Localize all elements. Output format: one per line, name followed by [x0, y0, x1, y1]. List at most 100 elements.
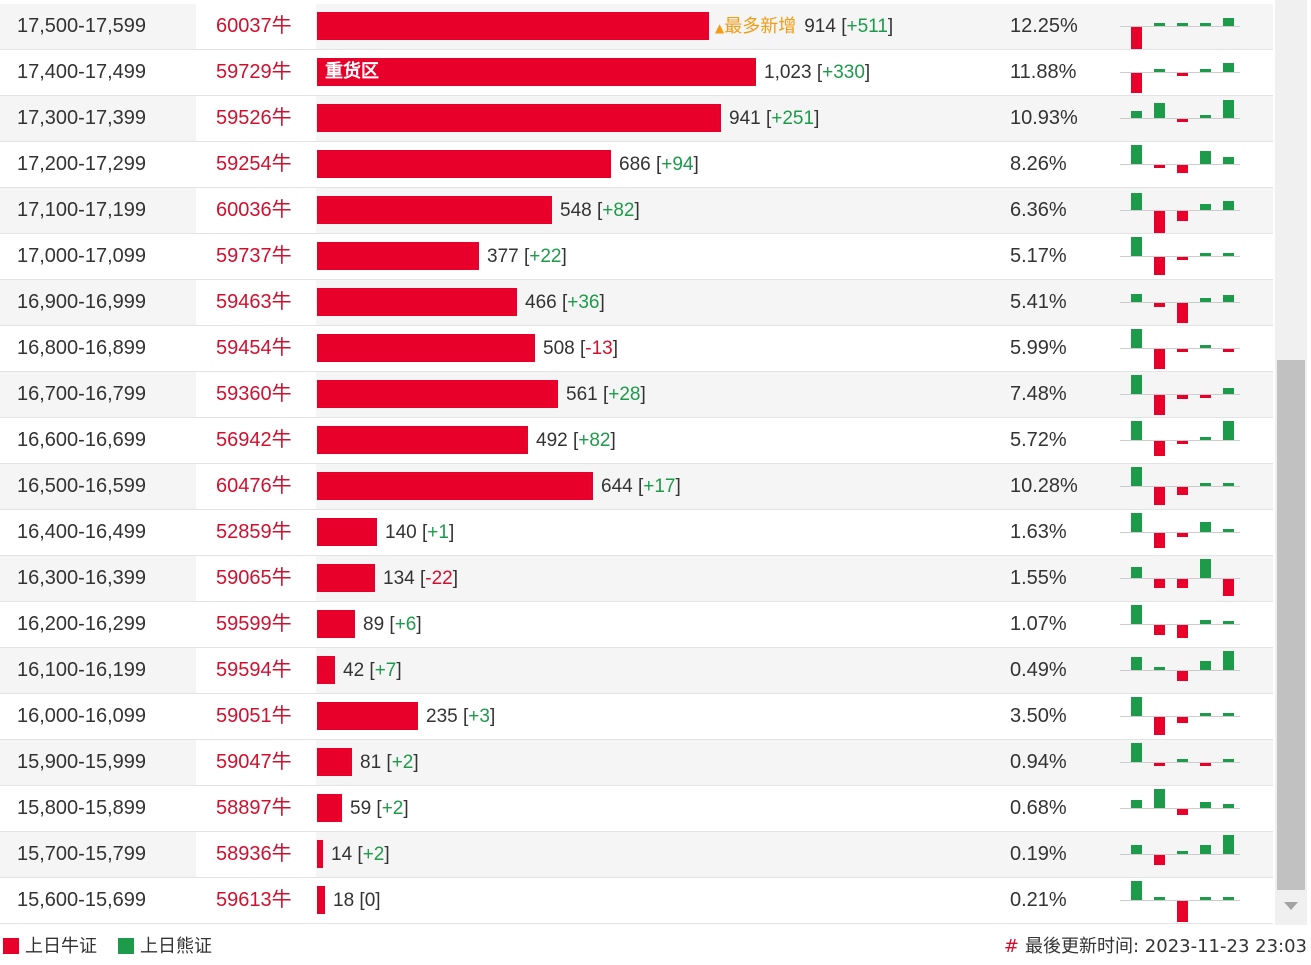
last-updated: # 最後更新时间: 2023-11-23 23:03	[1004, 936, 1307, 958]
count-number: 548 [	[560, 200, 603, 221]
strike-range: 17,400-17,499	[17, 61, 147, 83]
sparkline-bar	[1223, 804, 1234, 808]
code-cell	[196, 878, 316, 923]
percent-value: 5.99%	[1010, 337, 1067, 359]
sparkline-bar	[1131, 237, 1142, 256]
count-value: 42 [+7]	[343, 648, 402, 693]
warrant-code-link[interactable]: 52859牛	[216, 521, 292, 543]
warrant-code-link[interactable]: 59360牛	[216, 383, 292, 405]
count-change: -22	[425, 568, 453, 589]
footer: 上日牛证 上日熊证 # 最後更新时间: 2023-11-23 23:03	[0, 926, 1311, 965]
count-change: 0	[364, 890, 376, 911]
table-row: 16,600-16,699 56942牛 492 [+82] 5.72%	[0, 418, 1273, 464]
sparkline-bar	[1177, 625, 1188, 638]
code-cell	[196, 50, 316, 95]
warrant-code-link[interactable]: 59463牛	[216, 291, 292, 313]
warrant-code-link[interactable]: 59454牛	[216, 337, 292, 359]
sparkline-bar	[1177, 901, 1188, 922]
table-row: 17,400-17,499 59729牛 重货区 1,023 [+330] 11.88%	[0, 50, 1273, 96]
warrant-code-link[interactable]: 56942牛	[216, 429, 292, 451]
count-change: +28	[608, 384, 641, 405]
count-bar	[317, 840, 323, 868]
count-value: 59 [+2]	[350, 786, 409, 831]
count-value: 561 [+28]	[566, 372, 646, 417]
sparkline-bar	[1154, 23, 1165, 26]
warrant-code-link[interactable]: 59254牛	[216, 153, 292, 175]
warrant-code-link[interactable]: 59047牛	[216, 751, 292, 773]
count-number: 89 [	[363, 614, 395, 635]
sparkline-bar	[1131, 881, 1142, 900]
warrant-code-link[interactable]: 58897牛	[216, 797, 292, 819]
count-bar	[317, 564, 375, 592]
warrant-code-link[interactable]: 59599牛	[216, 613, 292, 635]
count-bar	[317, 150, 611, 178]
sparkline-bar	[1131, 421, 1142, 440]
warrant-code-link[interactable]: 59737牛	[216, 245, 292, 267]
count-number: 1,023 [	[764, 62, 823, 83]
table-row: 15,700-15,799 58936牛 14 [+2] 0.19%	[0, 832, 1273, 878]
trend-sparkline	[1120, 740, 1240, 785]
warrant-code-link[interactable]: 60037牛	[216, 15, 292, 37]
trend-sparkline	[1120, 372, 1240, 417]
warrant-code-link[interactable]: 59526牛	[216, 107, 292, 129]
count-number: 941 [	[729, 108, 772, 129]
trend-sparkline	[1120, 832, 1240, 877]
scroll-down-arrow-icon[interactable]	[1284, 902, 1298, 910]
warrant-code-link[interactable]: 58936牛	[216, 843, 292, 865]
sparkline-baseline	[1120, 900, 1240, 901]
table-row: 16,400-16,499 52859牛 140 [+1] 1.63%	[0, 510, 1273, 556]
trend-sparkline	[1120, 280, 1240, 325]
sparkline-bar	[1154, 625, 1165, 635]
count-value: ▲最多新增 914 [+511]	[715, 4, 893, 49]
percent-value: 0.49%	[1010, 659, 1067, 681]
warrant-code-link[interactable]: 60036牛	[216, 199, 292, 221]
percent-value: 12.25%	[1010, 15, 1078, 37]
warrant-code-link[interactable]: 60476牛	[216, 475, 292, 497]
code-cell	[196, 602, 316, 647]
warrant-code-link[interactable]: 59065牛	[216, 567, 292, 589]
sparkline-bar	[1200, 253, 1211, 256]
code-cell	[196, 280, 316, 325]
code-cell	[196, 510, 316, 555]
scrollbar-thumb[interactable]	[1277, 360, 1305, 890]
count-bracket: ]	[610, 430, 616, 451]
percent-value: 0.19%	[1010, 843, 1067, 865]
percent-value: 3.50%	[1010, 705, 1067, 727]
count-bar	[317, 380, 558, 408]
sparkline-bar	[1200, 620, 1211, 624]
count-change: +17	[643, 476, 676, 497]
count-change: -13	[585, 338, 613, 359]
trend-sparkline	[1120, 188, 1240, 233]
code-cell	[196, 786, 316, 831]
sparkline-bar	[1131, 329, 1142, 348]
sparkline-bar	[1177, 579, 1188, 588]
sparkline-baseline	[1120, 72, 1240, 73]
heavy-zone-label: 重货区	[325, 61, 379, 82]
table-row: 17,300-17,399 59526牛 941 [+251] 10.93%	[0, 96, 1273, 142]
sparkline-bar	[1177, 119, 1188, 122]
sparkline-bar	[1154, 69, 1165, 72]
warrant-code-link[interactable]: 59051牛	[216, 705, 292, 727]
trend-sparkline	[1120, 50, 1240, 95]
count-bar: 重货区	[317, 58, 756, 86]
count-number: 914 [	[804, 16, 847, 37]
sparkline-bar	[1154, 579, 1165, 588]
warrant-code-link[interactable]: 59613牛	[216, 889, 292, 911]
sparkline-bar	[1154, 257, 1165, 275]
trend-sparkline	[1120, 602, 1240, 647]
code-cell	[196, 832, 316, 877]
strike-range: 16,600-16,699	[17, 429, 147, 451]
sparkline-bar	[1131, 294, 1142, 302]
warrant-code-link[interactable]: 59729牛	[216, 61, 292, 83]
most-added-label: 最多新增	[724, 16, 797, 37]
legend-bear-swatch	[118, 938, 134, 954]
warrant-code-link[interactable]: 59594牛	[216, 659, 292, 681]
sparkline-bar	[1200, 522, 1211, 532]
count-change: +94	[661, 154, 694, 175]
sparkline-bar	[1200, 802, 1211, 808]
count-bar	[317, 610, 355, 638]
count-value: 686 [+94]	[619, 142, 699, 187]
sparkline-bar	[1223, 835, 1234, 854]
table-row: 16,300-16,399 59065牛 134 [-22] 1.55%	[0, 556, 1273, 602]
vertical-scrollbar[interactable]	[1275, 0, 1307, 925]
